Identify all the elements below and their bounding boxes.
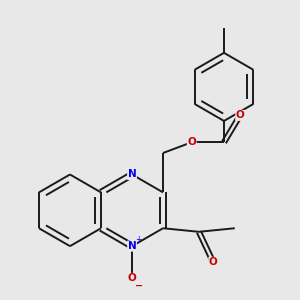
Text: +: + [135,235,142,244]
Text: −: − [135,280,143,291]
Text: O: O [209,257,218,267]
Text: O: O [188,137,196,147]
Text: O: O [236,110,244,120]
Text: N: N [128,241,136,251]
Text: O: O [128,273,136,284]
Text: N: N [128,169,136,179]
